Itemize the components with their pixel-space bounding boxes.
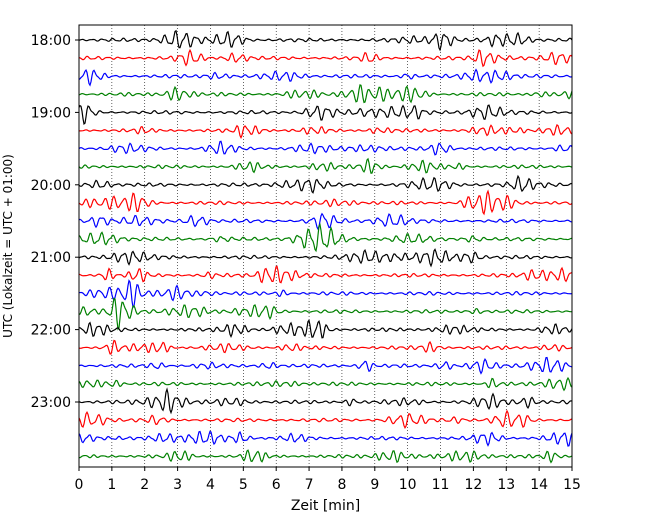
y-tick-label: 19:00 <box>31 105 71 121</box>
seismic-traces <box>78 29 573 464</box>
trace-2230 <box>78 356 573 375</box>
trace-2115 <box>78 265 573 284</box>
trace-2345 <box>79 449 573 464</box>
plot-frame <box>78 24 573 468</box>
x-tick-label: 7 <box>305 477 314 493</box>
trace-1915 <box>78 123 573 139</box>
trace-2200 <box>78 319 573 339</box>
x-tick-label: 9 <box>370 477 379 493</box>
plot-background <box>79 25 572 467</box>
y-axis-ticks: 18:00 19:00 20:00 21:00 22:00 23:00 <box>31 33 79 411</box>
y-tick-label: 20:00 <box>31 178 71 194</box>
x-tick-label: 0 <box>75 477 84 493</box>
x-tick-label: 13 <box>497 477 515 493</box>
x-tick-label: 6 <box>272 477 281 493</box>
trace-2315 <box>78 409 573 430</box>
trace-2330 <box>78 430 573 447</box>
trace-1900 <box>78 104 573 126</box>
x-tick-label: 12 <box>464 477 482 493</box>
trace-1830 <box>78 68 573 87</box>
trace-2245 <box>78 376 573 392</box>
y-tick-label: 18:00 <box>31 33 71 49</box>
trace-1945 <box>78 157 573 174</box>
x-tick-label: 1 <box>107 477 116 493</box>
y-tick-label: 23:00 <box>31 395 71 411</box>
trace-2015 <box>78 189 573 216</box>
trace-2145 <box>78 297 573 331</box>
trace-2100 <box>78 248 573 268</box>
y-tick-label: 21:00 <box>31 250 71 266</box>
x-tick-label: 8 <box>337 477 346 493</box>
x-tick-label: 10 <box>399 477 417 493</box>
x-tick-label: 4 <box>206 477 215 493</box>
trace-1815 <box>78 48 573 68</box>
x-tick-label: 3 <box>173 477 182 493</box>
x-axis-label: Zeit [min] <box>291 498 360 514</box>
x-tick-label: 15 <box>563 477 581 493</box>
x-tick-label: 2 <box>140 477 149 493</box>
x-tick-label: 14 <box>530 477 548 493</box>
y-axis-label: UTC (Lokalzeit = UTC + 01:00) <box>1 154 15 338</box>
y-tick-label: 22:00 <box>31 323 71 339</box>
x-axis-ticks: 0 1 2 3 4 5 6 7 8 9 10 11 12 13 14 15 <box>75 467 581 493</box>
x-tick-label: 5 <box>239 477 248 493</box>
trace-2000 <box>78 174 573 194</box>
trace-2300 <box>78 387 573 415</box>
trace-2215 <box>78 339 573 355</box>
trace-2045 <box>78 223 573 253</box>
trace-1845 <box>78 84 573 104</box>
trace-1800 <box>78 29 573 52</box>
trace-1930 <box>78 140 573 156</box>
trace-2030 <box>78 212 573 231</box>
trace-2130 <box>78 279 573 309</box>
x-tick-label: 11 <box>432 477 450 493</box>
